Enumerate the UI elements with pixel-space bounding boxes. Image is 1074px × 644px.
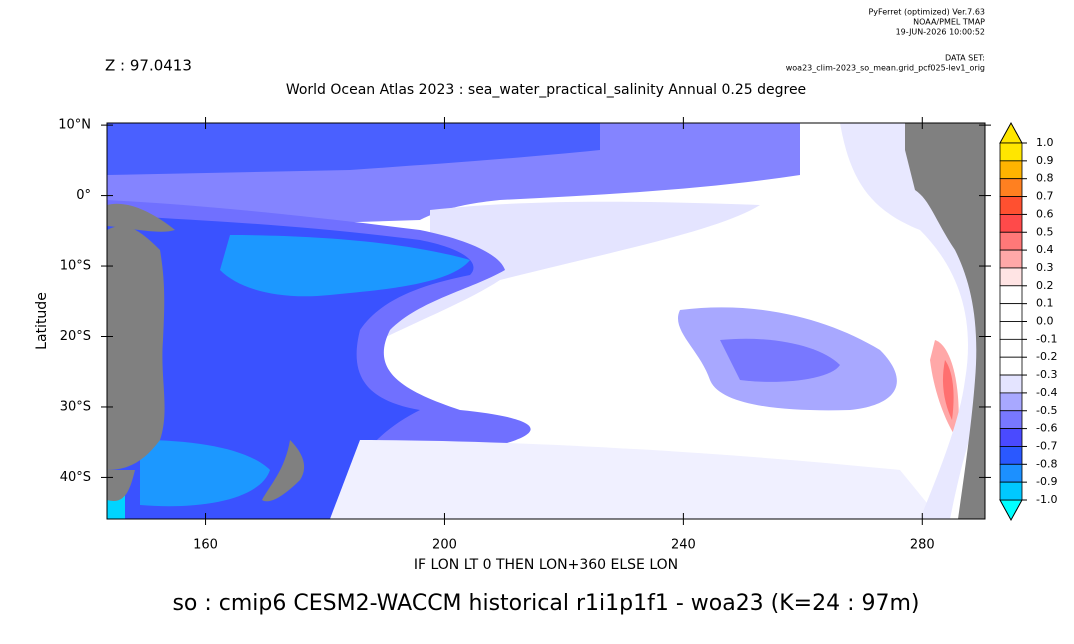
colorbar-bin (999, 231, 1023, 251)
organization-label: NOAA/PMEL TMAP (913, 18, 985, 27)
colorbar-bin (999, 428, 1023, 447)
colorbar-label: -0.5 (1036, 404, 1057, 417)
colorbar-label: -0.4 (1036, 386, 1057, 399)
colorbar-label: 0.4 (1036, 243, 1054, 256)
colorbar-bin (999, 267, 1023, 287)
land (107, 226, 165, 470)
colorbar-bin (999, 213, 1023, 233)
timestamp-label: 19-JUN-2026 10:00:52 (896, 28, 985, 37)
colorbar-bin (999, 481, 1023, 501)
colorbar-label: -0.7 (1036, 439, 1057, 452)
colorbar-over-arrow (999, 121, 1023, 144)
colorbar-label: 0.6 (1036, 207, 1054, 220)
colorbar-label: 0.8 (1036, 172, 1054, 185)
colorbar-bin (999, 178, 1023, 197)
y-tick-label: 30°S (60, 399, 91, 414)
colorbar-bin (999, 410, 1023, 430)
salinity-patch (107, 123, 600, 175)
caption: so : cmip6 CESM2-WACCM historical r1i1p1… (172, 591, 919, 616)
y-tick-label: 20°S (60, 329, 91, 344)
colorbar-label: 0.0 (1036, 315, 1054, 328)
colorbar-label: -0.1 (1036, 332, 1057, 345)
colorbar-label: 0.7 (1036, 190, 1054, 203)
colorbar-bin (999, 392, 1023, 412)
colorbar-label: -0.2 (1036, 350, 1057, 363)
x-tick-label: 200 (432, 538, 457, 553)
colorbar-bin (999, 249, 1023, 269)
colorbar-label: -0.8 (1036, 457, 1057, 470)
salinity-patch (140, 440, 270, 507)
chart-title: World Ocean Atlas 2023 : sea_water_pract… (286, 82, 806, 98)
colorbar-bin (999, 374, 1023, 394)
colorbar-bin (999, 338, 1023, 358)
y-tick-label: 10°N (58, 118, 91, 133)
colorbar-label: 0.2 (1036, 279, 1054, 292)
colorbar-label: 0.5 (1036, 225, 1054, 238)
colorbar-bin (999, 321, 1023, 340)
x-tick-label: 240 (671, 538, 696, 553)
y-tick-label: 10°S (60, 259, 91, 274)
x-axis-label: IF LON LT 0 THEN LON+360 ELSE LON (414, 557, 678, 573)
land (905, 123, 985, 519)
salinity-patch (720, 338, 840, 382)
y-tick-label: 40°S (60, 470, 91, 485)
salinity-patch (330, 440, 940, 519)
colorbar-label: -0.9 (1036, 475, 1057, 488)
salinity-patch (107, 215, 474, 519)
colorbar-bin (999, 142, 1023, 162)
x-tick-label: 160 (193, 538, 218, 553)
colorbar-bin (999, 160, 1023, 180)
colorbar-label: 0.3 (1036, 261, 1054, 274)
colorbar-label: 1.0 (1036, 136, 1054, 149)
land (262, 440, 305, 502)
land (107, 203, 175, 232)
colorbar-bin (999, 446, 1023, 465)
colorbar-under-arrow (999, 499, 1023, 522)
x-tick-label: 280 (910, 538, 935, 553)
colorbar-bin (999, 196, 1023, 215)
salinity-patch (220, 235, 470, 297)
colorbar-bin (999, 356, 1023, 376)
salinity-patch (380, 201, 760, 340)
y-axis-label: Latitude (34, 292, 50, 350)
program-label: PyFerret (optimized) Ver.7.63 (868, 8, 985, 17)
plot-frame (106, 122, 986, 520)
colorbar-bin (999, 303, 1023, 322)
colorbar-bin (999, 463, 1023, 483)
colorbar-label: 0.9 (1036, 154, 1054, 167)
colorbar-label: -1.0 (1036, 493, 1057, 506)
z-label: Z : 97.0413 (105, 57, 192, 75)
colorbar-label: -0.3 (1036, 368, 1057, 381)
map-field (107, 123, 985, 519)
salinity-patch (942, 360, 954, 420)
dataset-heading: DATA SET: (945, 54, 985, 63)
dataset-name: woa23_clim-2023_so_mean.grid_pcf025-lev1… (786, 64, 985, 73)
colorbar-bin (999, 285, 1023, 305)
y-tick-label: 0° (76, 188, 91, 203)
land (107, 470, 135, 501)
colorbar-label: 0.1 (1036, 297, 1054, 310)
colorbar-label: -0.6 (1036, 422, 1057, 435)
